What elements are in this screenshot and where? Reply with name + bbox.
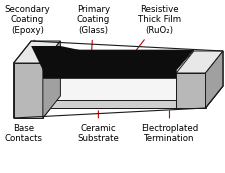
Polygon shape — [43, 50, 194, 70]
Polygon shape — [176, 51, 223, 73]
Text: Electroplated
Termination: Electroplated Termination — [141, 111, 198, 143]
Polygon shape — [14, 96, 60, 118]
Polygon shape — [43, 70, 176, 78]
Polygon shape — [43, 70, 176, 78]
Text: Resistive
Thick Film
(RuO₂): Resistive Thick Film (RuO₂) — [134, 5, 181, 53]
Polygon shape — [176, 86, 223, 108]
Polygon shape — [31, 46, 176, 70]
Text: Secondary
Coating
(Epoxy): Secondary Coating (Epoxy) — [4, 5, 50, 52]
Polygon shape — [43, 100, 176, 108]
Text: Ceramic
Substrate: Ceramic Substrate — [77, 111, 119, 143]
Polygon shape — [43, 78, 176, 108]
Polygon shape — [43, 56, 194, 78]
Polygon shape — [176, 56, 194, 108]
Polygon shape — [43, 86, 194, 108]
Polygon shape — [205, 51, 223, 108]
Polygon shape — [176, 73, 205, 108]
Text: Primary
Coating
(Glass): Primary Coating (Glass) — [77, 5, 110, 50]
Polygon shape — [14, 41, 60, 63]
Polygon shape — [14, 63, 43, 118]
Text: Base
Contacts: Base Contacts — [4, 113, 42, 143]
Polygon shape — [43, 41, 60, 118]
Polygon shape — [43, 70, 176, 100]
